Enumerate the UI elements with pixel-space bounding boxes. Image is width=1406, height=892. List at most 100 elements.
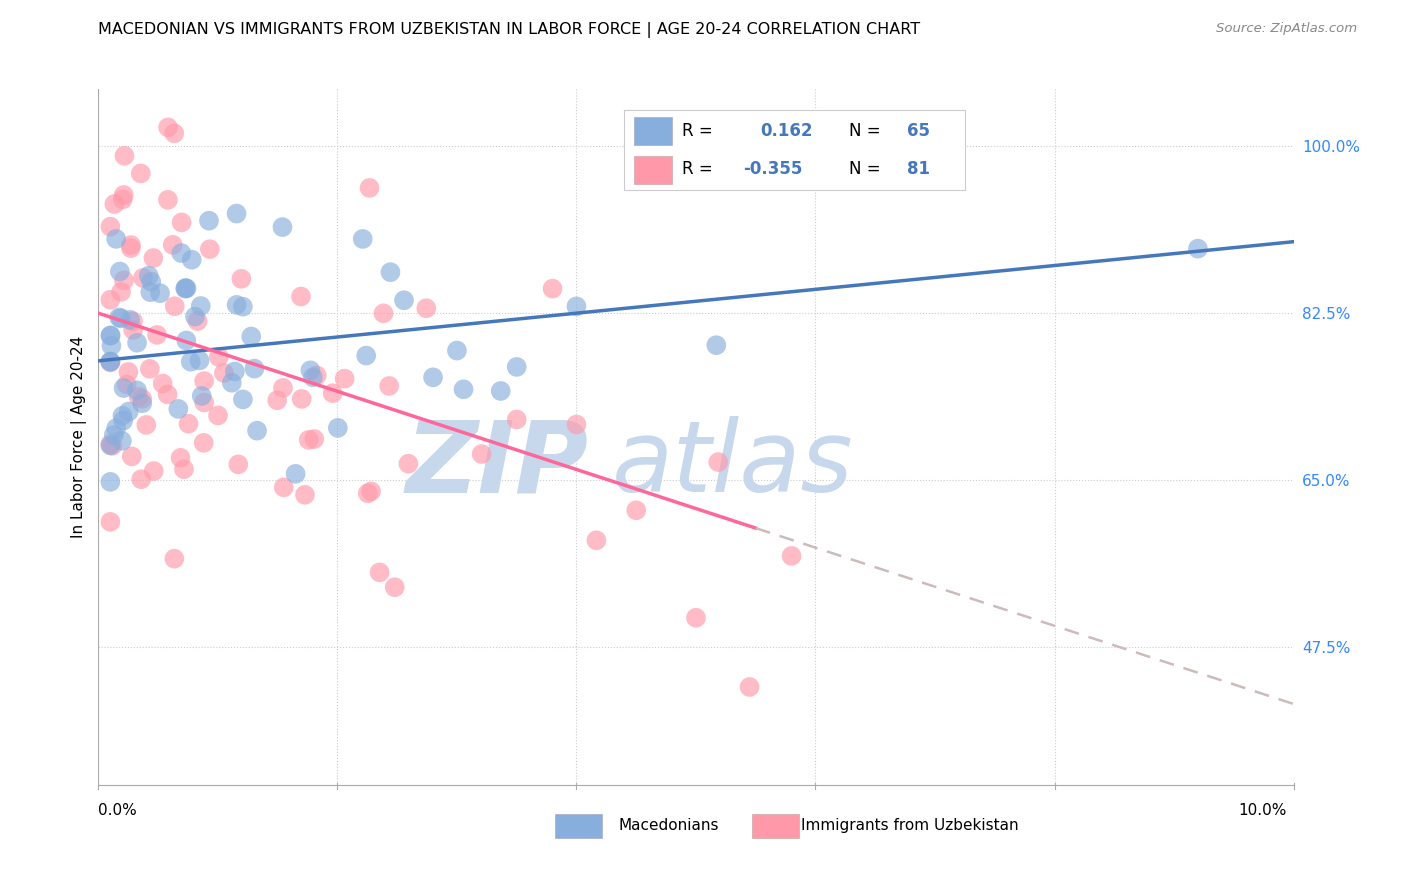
Point <box>246 424 269 438</box>
Point <box>174 281 197 295</box>
Point <box>156 193 179 207</box>
Text: R =: R = <box>682 161 713 178</box>
FancyBboxPatch shape <box>634 117 672 145</box>
Point <box>352 232 374 246</box>
Point <box>193 435 215 450</box>
Point <box>305 368 328 383</box>
Point <box>180 252 202 267</box>
Point <box>163 126 186 140</box>
Point <box>117 365 139 379</box>
Point <box>422 370 444 384</box>
Point <box>176 334 198 348</box>
Point <box>359 181 381 195</box>
Point <box>273 480 295 494</box>
Point <box>271 220 294 235</box>
Point <box>110 311 132 326</box>
Point <box>207 409 229 423</box>
Point <box>120 241 142 255</box>
Y-axis label: In Labor Force | Age 20-24: In Labor Force | Age 20-24 <box>72 336 87 538</box>
Point <box>180 354 202 368</box>
Point <box>193 374 215 388</box>
Point <box>163 551 186 566</box>
Point <box>173 462 195 476</box>
Point <box>198 242 221 256</box>
FancyBboxPatch shape <box>634 156 672 184</box>
Point <box>100 339 122 353</box>
Point <box>169 450 191 465</box>
Point <box>326 421 349 435</box>
Point <box>110 285 132 299</box>
Text: 0.0%: 0.0% <box>98 803 138 818</box>
Point <box>105 232 128 246</box>
Point <box>232 392 254 407</box>
Point <box>446 343 468 358</box>
Point <box>108 264 131 278</box>
Point <box>139 362 162 376</box>
Point <box>225 206 247 220</box>
Point <box>471 447 494 461</box>
Point <box>129 472 152 486</box>
Point <box>138 268 160 283</box>
Point <box>232 300 254 314</box>
Point <box>103 197 125 211</box>
Point <box>291 392 314 406</box>
Point <box>100 475 122 489</box>
Point <box>266 393 288 408</box>
Point <box>187 314 209 328</box>
Point <box>111 193 134 207</box>
Point <box>100 219 122 234</box>
Point <box>100 438 122 452</box>
Point <box>163 299 186 313</box>
Point <box>184 310 207 324</box>
Point <box>125 335 148 350</box>
Point <box>378 379 401 393</box>
Point <box>368 566 391 580</box>
Point <box>198 213 221 227</box>
Point <box>100 328 122 343</box>
Point <box>354 349 377 363</box>
Point <box>302 370 325 384</box>
Point <box>131 396 153 410</box>
Point <box>118 404 141 418</box>
Point <box>188 353 211 368</box>
Point <box>174 282 197 296</box>
Point <box>100 437 122 451</box>
Point <box>135 417 157 432</box>
Text: -0.355: -0.355 <box>744 161 803 178</box>
Point <box>392 293 415 308</box>
Point <box>129 166 152 180</box>
Point <box>112 149 135 163</box>
Point <box>396 457 419 471</box>
Point <box>322 386 344 401</box>
Point <box>100 328 122 343</box>
Point <box>357 486 380 500</box>
Point <box>685 611 707 625</box>
Point <box>780 549 803 563</box>
Point <box>149 286 172 301</box>
Point <box>112 273 135 287</box>
Point <box>333 371 356 385</box>
Point <box>360 484 382 499</box>
Point <box>146 327 169 342</box>
Point <box>226 458 249 472</box>
Point <box>373 306 395 320</box>
Text: 65: 65 <box>907 122 929 140</box>
Point <box>100 515 122 529</box>
Point <box>142 251 165 265</box>
Text: Source: ZipAtlas.com: Source: ZipAtlas.com <box>1216 22 1357 36</box>
Text: ZIP: ZIP <box>405 417 588 514</box>
Point <box>240 329 263 343</box>
Text: 81: 81 <box>907 161 929 178</box>
Point <box>105 421 128 435</box>
Point <box>111 409 134 423</box>
Point <box>415 301 437 316</box>
Point <box>565 417 588 432</box>
Point <box>108 310 131 325</box>
Text: 0.162: 0.162 <box>761 122 813 140</box>
Point <box>128 390 150 404</box>
Point <box>225 298 247 312</box>
Point <box>294 488 316 502</box>
Point <box>112 188 135 202</box>
Point <box>131 392 153 406</box>
Point <box>100 355 122 369</box>
